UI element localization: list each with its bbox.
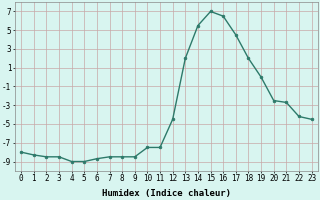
X-axis label: Humidex (Indice chaleur): Humidex (Indice chaleur) xyxy=(102,189,231,198)
